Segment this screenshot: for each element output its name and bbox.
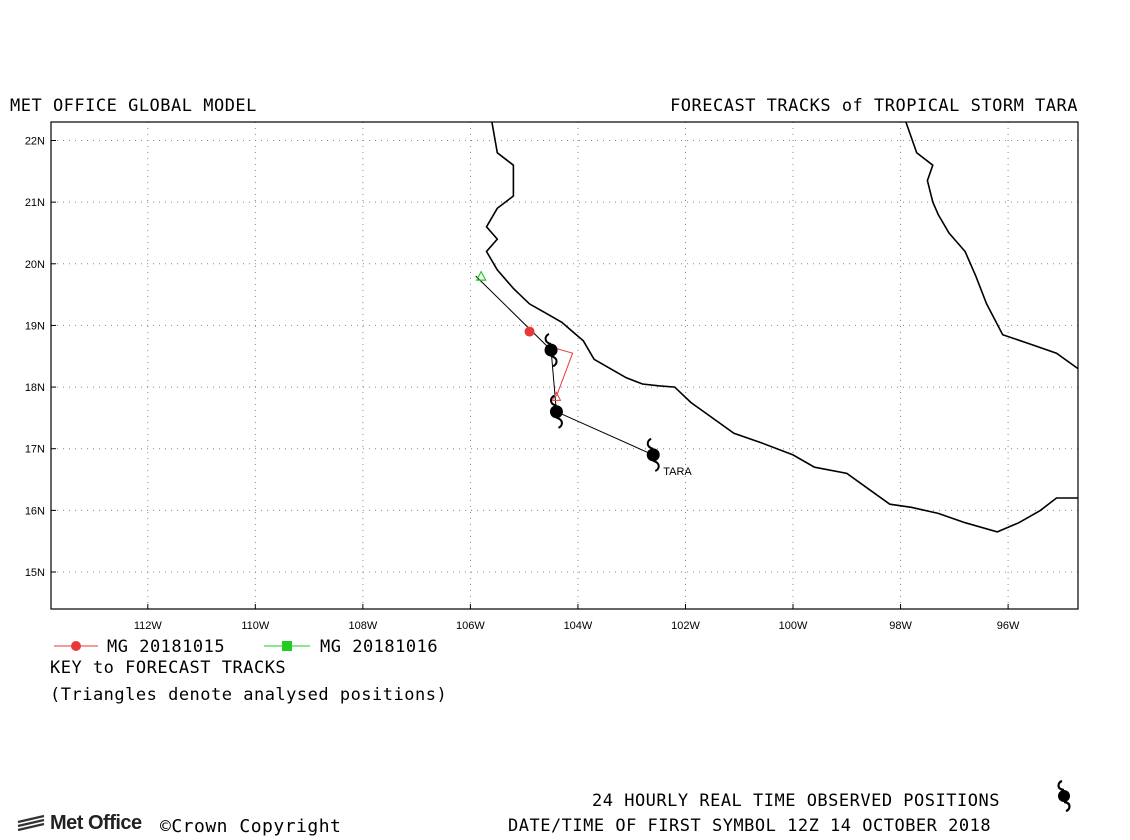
lon-tick-label: 106W: [456, 620, 485, 632]
lat-tick-label: 16N: [25, 505, 45, 517]
lat-tick-label: 22N: [25, 135, 45, 147]
storm-name-label: TARA: [663, 466, 692, 478]
lon-tick-label: 108W: [348, 620, 377, 632]
map-grid: [51, 122, 1078, 609]
gulf-coastline: [905, 121, 1079, 370]
mg-20181016-analysed-triangle: [475, 270, 487, 281]
lon-tick-label: 96W: [997, 620, 1020, 632]
observed-positions-note: 24 HOURLY REAL TIME OBSERVED POSITIONS: [592, 791, 1000, 811]
lat-tick-label: 18N: [25, 382, 45, 394]
lon-tick-label: 102W: [671, 620, 700, 632]
tropical-storm-icon: [1057, 780, 1071, 812]
axis-ticks: 15N 16N 17N 18N 19N 20N 21N 22N 112W 110W 108W 106W…: [25, 135, 1020, 632]
copyright-text: ©Crown Copyright: [160, 816, 342, 837]
chart-title: FORECAST TRACKS of TROPICAL STORM TARA: [670, 96, 1078, 116]
mg-20181015-track: [550, 346, 574, 397]
storm-symbol-icon: [646, 437, 660, 472]
legend-label-mg-20181016: MG 20181016: [320, 637, 439, 657]
observed-track-line: [550, 350, 654, 456]
lat-tick-label: 20N: [25, 259, 45, 271]
lat-tick-label: 17N: [25, 444, 45, 456]
lon-tick-label: 100W: [779, 620, 808, 632]
key-title: KEY to FORECAST TRACKS: [50, 658, 287, 678]
storm-symbol-icon: [544, 333, 558, 368]
lat-tick-label: 19N: [25, 320, 45, 332]
lon-tick-label: 104W: [564, 620, 593, 632]
lat-tick-label: 15N: [25, 567, 45, 579]
analysed-track-line: [475, 275, 552, 351]
model-title: MET OFFICE GLOBAL MODEL: [10, 96, 257, 116]
key-note: (Triangles denote analysed positions): [50, 685, 448, 705]
storm-symbol-icon: [549, 394, 563, 429]
lon-tick-label: 98W: [889, 620, 912, 632]
legend-label-mg-20181015: MG 20181015: [107, 637, 226, 657]
legend-circle-icon: [71, 641, 81, 651]
lat-tick-label: 21N: [25, 197, 45, 209]
met-office-logo-icon: [17, 814, 45, 832]
mg-20181015-start-marker: [524, 326, 535, 337]
first-symbol-datetime: DATE/TIME OF FIRST SYMBOL 12Z 14 OCTOBER…: [508, 816, 992, 836]
forecast-tracks: TARA: [475, 270, 692, 478]
coastline: [485, 121, 1079, 533]
legend-square-icon: [282, 641, 292, 651]
legend-square-swatch: [266, 641, 310, 651]
map-frame: [50, 121, 1079, 610]
met-office-logo-text: Met Office: [50, 812, 142, 834]
pacific-coastline: [485, 121, 1078, 533]
lon-tick-label: 110W: [241, 620, 270, 632]
lon-tick-label: 112W: [134, 620, 163, 632]
